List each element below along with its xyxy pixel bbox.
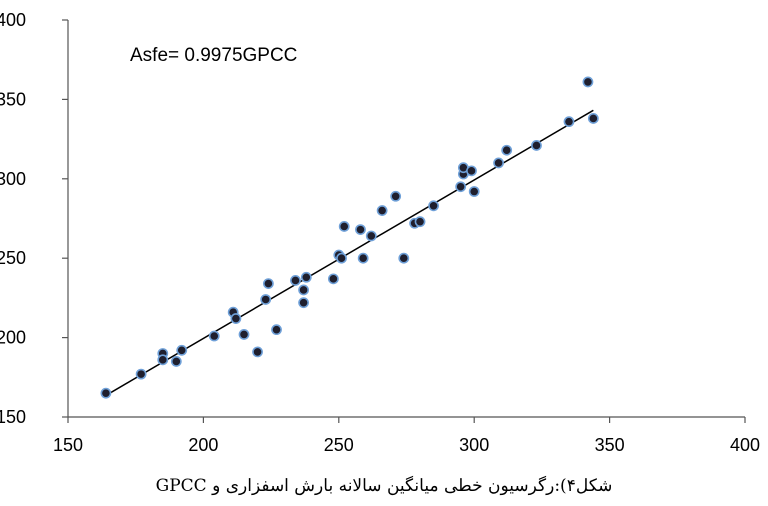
x-tick-label: 250 xyxy=(324,435,354,455)
data-point xyxy=(398,252,410,264)
data-point xyxy=(298,284,309,296)
x-tick-label: 150 xyxy=(53,435,83,455)
x-tick-label: 200 xyxy=(188,435,218,455)
data-point xyxy=(365,230,377,242)
data-point xyxy=(271,324,282,336)
data-point xyxy=(501,144,513,156)
y-tick-label: 400 xyxy=(0,10,26,30)
data-point xyxy=(327,273,339,285)
axes xyxy=(62,19,746,423)
x-tick-label: 400 xyxy=(730,435,760,455)
data-point xyxy=(414,216,426,228)
data-point xyxy=(390,190,402,202)
data-point xyxy=(493,157,504,169)
data-point xyxy=(376,205,388,216)
trendline xyxy=(105,109,594,397)
data-point xyxy=(208,330,220,342)
data-point xyxy=(357,252,369,264)
data-point xyxy=(468,186,480,197)
data-point xyxy=(260,294,272,305)
data-point xyxy=(262,278,274,290)
data-point xyxy=(563,116,575,128)
trendline-group xyxy=(105,109,594,397)
data-point xyxy=(252,346,263,358)
data-point xyxy=(170,356,182,367)
data-point xyxy=(100,387,112,399)
x-tick-label: 350 xyxy=(595,435,625,455)
data-point xyxy=(531,140,542,151)
figure-caption: شکل۴):رگرسیون خطی میانگین سالانه بارش اس… xyxy=(155,476,613,496)
data-point xyxy=(300,271,312,283)
data-point xyxy=(238,329,250,340)
data-point xyxy=(582,76,594,88)
data-point xyxy=(336,252,347,264)
data-point xyxy=(290,275,301,286)
regression-equation: Asfe= 0.9975GPCC xyxy=(130,45,297,66)
data-point xyxy=(355,224,366,236)
y-tick-label: 250 xyxy=(0,248,26,268)
scatter-chart: 150 200 250 300 350 400 150 200 250 300 350 400 Asf… xyxy=(0,10,760,455)
y-tick-label: 350 xyxy=(0,89,26,109)
data-points xyxy=(100,76,599,399)
y-tick-label: 300 xyxy=(0,169,26,189)
data-point xyxy=(428,200,439,212)
x-tick-label: 300 xyxy=(459,435,489,455)
data-point xyxy=(230,313,242,324)
data-point xyxy=(157,354,169,366)
data-point xyxy=(587,113,599,124)
data-point xyxy=(455,181,467,193)
data-point xyxy=(466,165,477,177)
data-point xyxy=(176,344,188,356)
data-point xyxy=(338,221,350,232)
data-point xyxy=(135,368,147,380)
y-tick-label: 150 xyxy=(0,407,26,427)
tick-labels: 150 200 250 300 350 400 150 200 250 300 350 400 xyxy=(0,10,760,455)
data-point xyxy=(298,297,309,309)
y-tick-label: 200 xyxy=(0,328,26,348)
